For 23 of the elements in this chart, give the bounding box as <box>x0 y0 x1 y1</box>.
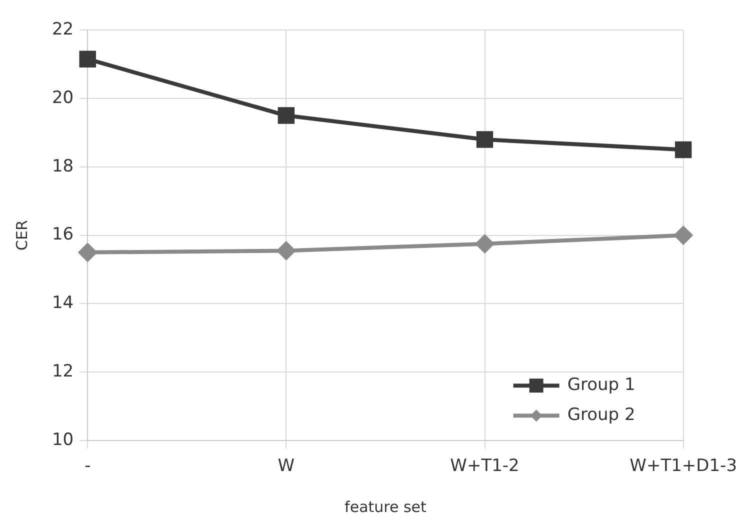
y-tick-label: 18 <box>52 156 74 176</box>
legend-label: Group 2 <box>567 405 636 426</box>
point <box>278 107 295 124</box>
y-tick-label: 16 <box>52 224 74 245</box>
y-tick-label: 12 <box>52 362 74 382</box>
point <box>476 131 494 148</box>
y-tick-label: 22 <box>52 19 74 40</box>
x-tick-label: W+T1-2 <box>450 456 520 476</box>
point <box>79 50 96 68</box>
point <box>674 141 692 158</box>
legend-label: Group 1 <box>567 375 636 396</box>
x-axis-title: feature set <box>344 498 427 516</box>
y-tick-label: 20 <box>52 88 74 108</box>
y-tick-label: 14 <box>52 293 74 314</box>
point <box>277 242 296 260</box>
x-tick-label: W <box>278 456 295 476</box>
point <box>78 243 97 262</box>
x-tick-label: W+T1+D1-3 <box>630 456 738 476</box>
y-tick-label: 10 <box>52 430 74 450</box>
point <box>674 226 692 244</box>
x-tick-label: - <box>84 456 91 476</box>
y-axis-title: CER <box>12 220 31 250</box>
point <box>476 234 494 253</box>
